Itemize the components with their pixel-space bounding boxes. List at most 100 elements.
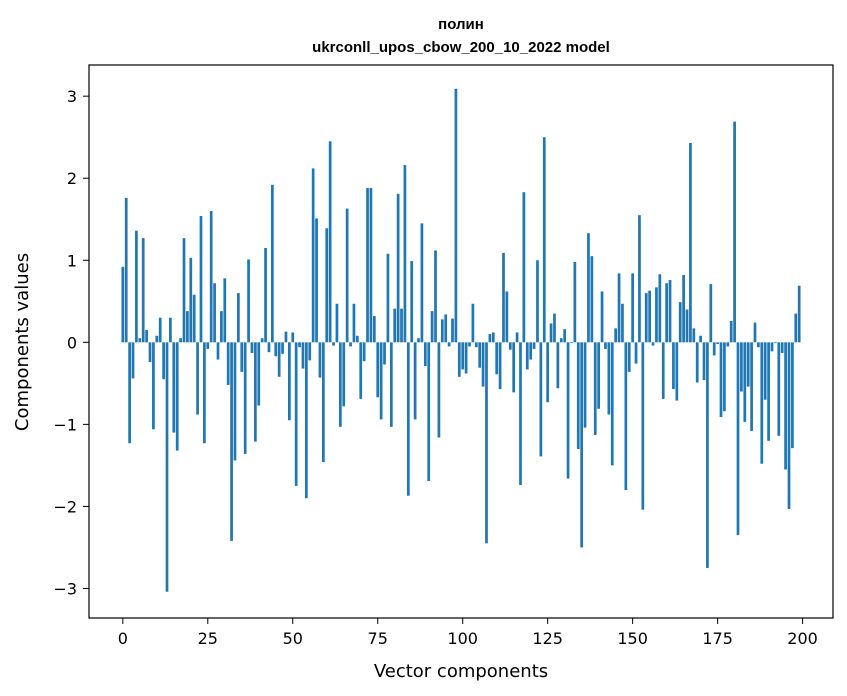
y-axis-label: Components values	[12, 253, 33, 431]
bar	[621, 303, 624, 343]
bar	[726, 342, 730, 347]
bar	[519, 342, 522, 486]
x-tick-label: 175	[702, 629, 733, 648]
bar	[651, 342, 655, 346]
bar	[383, 342, 386, 365]
bar	[454, 88, 458, 343]
bar	[338, 342, 342, 427]
bar	[152, 342, 155, 430]
bar	[787, 342, 791, 509]
bar	[141, 238, 145, 343]
bar	[376, 342, 380, 398]
bar	[661, 342, 665, 399]
bar	[369, 188, 373, 343]
bar	[155, 335, 159, 343]
bar	[678, 302, 682, 343]
bar	[158, 317, 162, 343]
bar	[420, 223, 424, 343]
bar	[271, 184, 274, 343]
bar	[709, 284, 713, 343]
bar	[641, 342, 645, 510]
bar	[457, 342, 461, 377]
bar	[502, 252, 505, 343]
bar	[240, 342, 244, 372]
bar	[508, 342, 512, 350]
bar	[308, 342, 312, 361]
bar	[780, 342, 784, 353]
bar	[716, 342, 719, 344]
bar	[169, 317, 172, 343]
bar	[556, 342, 560, 389]
bar	[614, 328, 618, 343]
bar	[226, 342, 230, 385]
bar	[162, 342, 165, 380]
bar	[199, 215, 203, 343]
x-tick-label: 0	[118, 629, 128, 648]
bar	[563, 329, 567, 343]
bar	[797, 285, 801, 343]
bar	[291, 332, 295, 343]
bar	[294, 342, 298, 486]
bar	[413, 342, 417, 420]
bar	[165, 342, 169, 592]
bar	[539, 342, 543, 457]
chart-title: полин	[438, 16, 484, 33]
bar	[335, 303, 339, 343]
bar	[124, 197, 128, 343]
bar	[304, 342, 308, 499]
bar	[250, 342, 254, 353]
bar	[750, 342, 753, 431]
bar	[172, 342, 176, 433]
bar	[740, 342, 743, 392]
bar	[332, 342, 335, 346]
bar	[216, 342, 220, 360]
bar	[206, 342, 210, 349]
bar	[434, 250, 437, 343]
bar	[440, 319, 444, 343]
bar	[237, 293, 240, 343]
bar	[491, 332, 495, 343]
x-tick-label: 150	[617, 629, 648, 648]
bar	[515, 332, 519, 343]
bar	[203, 342, 206, 444]
bar	[774, 342, 777, 344]
bar	[230, 342, 233, 541]
bar	[668, 279, 672, 343]
bar	[580, 342, 584, 548]
bar	[672, 342, 675, 390]
x-tick-label: 200	[787, 629, 818, 648]
bar	[770, 342, 774, 352]
bar	[213, 283, 216, 343]
bar	[379, 342, 383, 420]
bar	[624, 342, 628, 491]
bar	[260, 338, 264, 343]
bar	[658, 274, 662, 343]
bar	[729, 320, 733, 343]
bar	[607, 342, 611, 415]
bar	[757, 342, 760, 348]
bar	[417, 338, 420, 343]
bar	[597, 342, 601, 409]
bar	[699, 335, 702, 343]
bar	[553, 313, 556, 343]
bar	[498, 342, 502, 390]
bar	[634, 342, 638, 364]
bar	[175, 342, 179, 451]
bar	[746, 342, 750, 387]
bar	[593, 342, 597, 436]
bar	[400, 308, 403, 343]
bar	[179, 338, 182, 343]
bar	[186, 311, 189, 343]
y-axis-ticks: −3 −2 −1 0 1 2 3	[53, 87, 89, 598]
bar	[644, 293, 648, 343]
bar	[220, 311, 223, 343]
bar	[794, 313, 798, 343]
bar	[638, 215, 641, 343]
bar	[128, 342, 131, 444]
bar	[135, 230, 138, 343]
y-tick-label: −3	[53, 579, 77, 598]
bar	[267, 342, 271, 353]
bar	[254, 342, 257, 442]
bar	[403, 165, 407, 343]
bar	[410, 261, 414, 343]
